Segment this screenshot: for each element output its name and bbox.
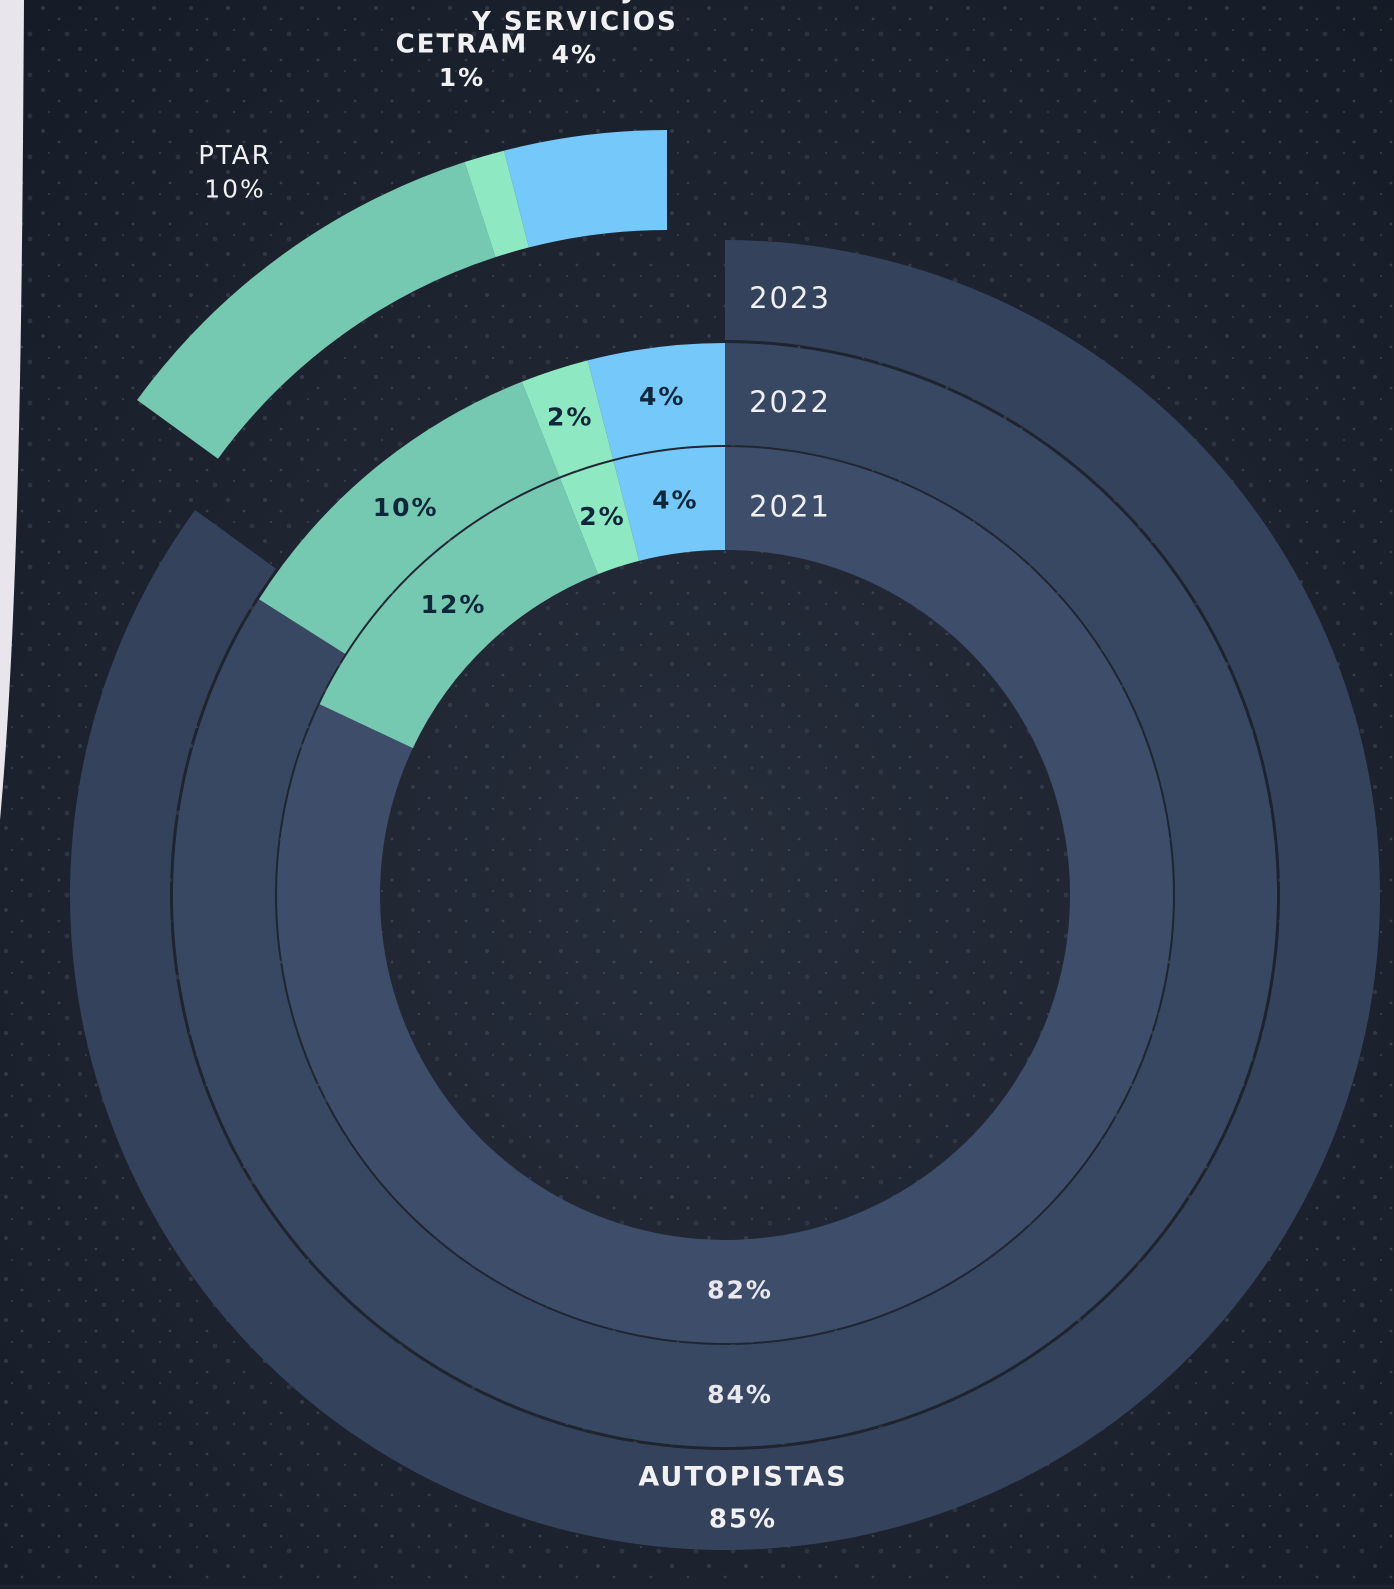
exploded-segments: PTAR 10% CETRAM 1% TELEPEAJE Y SERVICIOS 4% — [137, 0, 678, 459]
value-label: 10% — [204, 174, 266, 203]
donut-segment — [504, 130, 667, 248]
value-label: 12% — [421, 590, 487, 619]
value-label: 4% — [639, 382, 685, 411]
value-label: 82% — [707, 1276, 773, 1305]
value-label: 85% — [709, 1505, 777, 1535]
donut-segment — [613, 447, 725, 561]
donut-segment — [258, 381, 560, 654]
value-label: 4% — [652, 486, 698, 515]
value-label: 84% — [707, 1380, 773, 1409]
category-label-line: Y SERVICIOS — [471, 6, 678, 36]
page-edge — [0, 0, 24, 820]
ring: PTAR 10% CETRAM 1% TELEPEAJE Y SERVICIOS 4% AU… — [69, 0, 1380, 1550]
value-label: 4% — [552, 40, 598, 69]
donut-segment — [464, 150, 529, 258]
donut-segment — [560, 461, 640, 575]
donut-segment — [319, 478, 598, 749]
series-label: 2021 — [749, 490, 831, 524]
category-label: CETRAM — [396, 30, 529, 60]
category-label: PTAR — [198, 141, 271, 171]
value-label: 10% — [373, 493, 439, 522]
value-label: 1% — [439, 63, 485, 92]
donut-segment — [587, 343, 725, 460]
category-label-line: TELEPEAJE — [483, 0, 666, 4]
ring: 82% 12% 2% 4% 2021 — [276, 447, 1173, 1343]
value-label: 2% — [547, 403, 593, 432]
value-label: 2% — [579, 502, 625, 531]
category-label: TELEPEAJE Y SERVICIOS — [471, 0, 678, 36]
series-label: 2023 — [749, 281, 831, 315]
donut-segment — [137, 162, 496, 459]
category-label: AUTOPISTAS — [638, 1462, 847, 1493]
rings: PTAR 10% CETRAM 1% TELEPEAJE Y SERVICIOS 4% AU… — [69, 0, 1380, 1550]
donut-segment — [521, 360, 614, 477]
ring: 84% 10% 2% 4% 2022 — [173, 343, 1278, 1447]
series-label: 2022 — [749, 385, 831, 419]
